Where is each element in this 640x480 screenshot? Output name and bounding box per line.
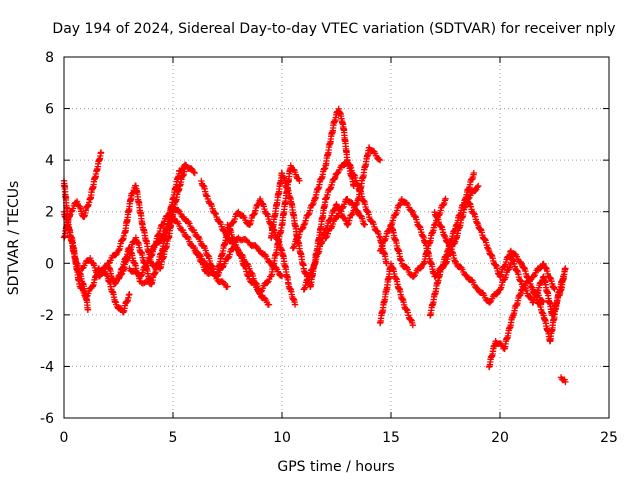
data-point [334,170,341,177]
data-point [354,207,361,214]
data-point [376,156,384,164]
data-point [296,177,303,184]
series-prn-u [427,169,478,319]
series-prn-p [322,196,369,242]
data-point [103,272,110,279]
data-point [223,233,230,240]
data-point [410,273,417,280]
y-tick-label: 2 [45,205,54,221]
series-prn-q [376,260,416,329]
series-prn-i [191,195,299,308]
data-point [323,234,330,241]
data-point [360,220,367,227]
data-point [349,211,356,218]
data-point [540,298,547,306]
data-point [97,149,105,156]
y-tick-label: -2 [40,308,54,324]
data-point [132,268,139,275]
data-point [474,284,481,292]
data-point [374,227,381,235]
data-point [224,283,231,290]
data-point [164,224,172,231]
data-point [530,273,537,280]
data-point [277,272,285,279]
x-tick-label: 20 [491,430,509,446]
series-prn-w [485,260,558,371]
data-point [463,272,470,279]
data-point [294,235,302,242]
data-point [165,212,172,219]
data-point [539,297,546,305]
y-tick-label: -4 [40,359,54,375]
data-point [83,293,90,300]
data-point [470,169,478,177]
x-tick-label: 0 [60,430,69,446]
x-tick-label: 5 [169,430,178,446]
y-axis-label: SDTVAR / TECUs [6,181,22,296]
data-point [84,306,92,313]
y-tick-label: -6 [40,411,54,427]
data-point [137,272,145,280]
data-point [493,290,501,298]
series-prn-t [431,209,515,306]
data-point [250,211,258,218]
data-point [219,278,226,285]
data-layer [60,105,569,386]
data-point [155,239,163,246]
y-tick-label: 4 [45,153,54,169]
data-point [159,234,166,241]
data-point [474,184,481,191]
plot-frame [63,56,610,419]
y-tick-label: 8 [45,50,54,66]
data-point [305,211,312,218]
data-point [225,254,232,262]
data-point [190,169,197,176]
series-prn-z [557,374,569,386]
data-point [442,195,449,203]
data-point [562,378,569,386]
y-tick-label: 6 [45,102,54,118]
data-point [299,225,306,232]
data-point [375,156,383,163]
data-point [409,321,416,329]
x-tick-label: 15 [382,430,400,446]
data-point [486,299,494,306]
data-point [212,210,220,218]
x-tick-label: 25 [600,430,618,446]
data-point [560,272,567,280]
data-point [408,207,415,214]
data-point [562,265,569,272]
series-prn-k [224,162,303,296]
data-point [526,277,533,285]
data-point [472,187,479,194]
data-point [339,204,346,212]
data-point [417,265,424,272]
data-point [291,301,299,308]
data-point [188,165,195,172]
x-axis-label: GPS time / hours [277,459,394,475]
y-tick-label: 0 [45,256,54,272]
data-point [376,233,383,240]
data-point [265,301,273,308]
data-point [230,219,237,226]
chart-title: Day 194 of 2024, Sidereal Day-to-day VTE… [52,21,615,37]
data-point [126,291,133,298]
data-point [252,242,259,249]
x-tick-label: 10 [273,430,291,446]
data-point [290,244,297,251]
data-point [159,221,167,228]
data-point [361,221,369,228]
data-point [334,213,341,221]
data-point [191,169,198,177]
data-point [264,279,271,286]
data-point [142,263,150,270]
data-point [475,182,482,190]
series-prn-y [529,272,567,345]
series-prn-n [300,144,384,293]
data-point [257,288,265,295]
data-point [551,285,558,293]
data-point [407,316,415,323]
